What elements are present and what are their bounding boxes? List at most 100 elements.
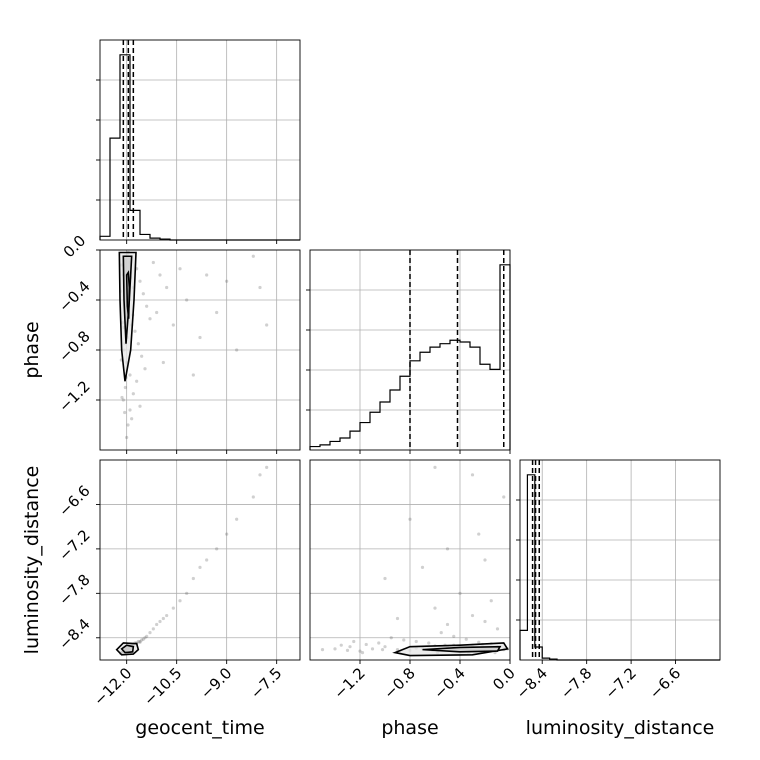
sample-point-phase-luminosity_distance-38 <box>395 616 400 621</box>
sample-point-geocent_time-phase-56 <box>128 408 132 412</box>
sample-point-phase-luminosity_distance-11 <box>383 645 387 649</box>
sample-point-geocent_time-phase-36 <box>155 310 159 315</box>
sample-point-geocent_time-phase-44 <box>198 335 202 340</box>
tick-label-y-luminosity_distance-3: −6.6 <box>55 482 93 520</box>
sample-point-phase-luminosity_distance-55 <box>380 648 385 652</box>
sample-point-geocent_time-luminosity_distance-42 <box>185 591 189 595</box>
sample-point-phase-luminosity_distance-15 <box>333 647 337 651</box>
sample-point-geocent_time-luminosity_distance-47 <box>225 532 229 536</box>
sample-point-geocent_time-luminosity_distance-41 <box>178 599 182 603</box>
sample-point-geocent_time-phase-20 <box>145 304 149 308</box>
sample-point-geocent_time-luminosity_distance-44 <box>198 565 202 570</box>
sample-point-geocent_time-luminosity_distance-46 <box>215 547 219 551</box>
sample-point-geocent_time-phase-22 <box>133 329 137 333</box>
sample-point-geocent_time-phase-25 <box>143 367 147 371</box>
sample-point-geocent_time-phase-50 <box>258 285 262 290</box>
sample-point-geocent_time-luminosity_distance-19 <box>141 637 145 641</box>
contour-geocent_time_phase-2 <box>125 270 131 319</box>
sample-point-phase-luminosity_distance-37 <box>483 619 487 624</box>
tick-label-x-geocent_time-0: −12.0 <box>90 664 135 709</box>
sample-point-geocent_time-phase-28 <box>138 404 142 408</box>
sample-point-phase-luminosity_distance-13 <box>358 649 362 653</box>
sample-point-geocent_time-phase-16 <box>125 435 129 440</box>
x-axis-label-luminosity_distance: luminosity_distance <box>526 717 715 739</box>
sample-point-phase-luminosity_distance-46 <box>445 547 450 551</box>
sample-point-geocent_time-luminosity_distance-48 <box>235 517 239 521</box>
sample-point-phase-luminosity_distance-23 <box>414 639 418 644</box>
sample-point-geocent_time-phase-40 <box>171 323 175 327</box>
sample-point-phase-luminosity_distance-19 <box>464 637 468 641</box>
sample-point-geocent_time-luminosity_distance-43 <box>191 576 195 581</box>
tick-label-x-phase-0: −1.2 <box>330 664 368 702</box>
sample-point-geocent_time-phase-11 <box>128 373 132 377</box>
sample-point-phase-luminosity_distance-26 <box>377 641 381 645</box>
scatter-phase-luminosity_distance <box>320 465 510 657</box>
y-axis-label-luminosity_distance: luminosity_distance <box>21 466 43 655</box>
sample-point-geocent_time-phase-13 <box>121 398 125 402</box>
sample-point-geocent_time-phase-35 <box>151 260 155 265</box>
panel-geocent_time-phase: −1.2 −0.8 −0.4 0.0 <box>55 232 301 454</box>
sample-point-geocent_time-phase-41 <box>178 267 182 271</box>
sample-point-geocent_time-phase-29 <box>130 417 134 421</box>
sample-point-geocent_time-phase-49 <box>251 254 255 258</box>
panel-geocent_time-geocent_time <box>96 39 301 244</box>
sample-point-geocent_time-luminosity_distance-36 <box>155 622 159 627</box>
sample-point-phase-luminosity_distance-43 <box>383 576 387 581</box>
histogram-phase <box>309 264 511 450</box>
sample-point-geocent_time-luminosity_distance-18 <box>138 640 142 644</box>
sample-point-geocent_time-phase-12 <box>123 385 127 390</box>
sample-point-geocent_time-phase-21 <box>148 317 152 321</box>
sample-point-phase-luminosity_distance-20 <box>452 634 456 638</box>
panel-luminosity_distance-luminosity_distance: −8.4 −7.8 −7.2 −6.6 <box>513 459 721 703</box>
scatter-geocent_time-luminosity_distance <box>115 465 269 656</box>
sample-point-geocent_time-phase-18 <box>138 279 142 283</box>
tick-label-y-phase-3: 0.0 <box>60 232 90 262</box>
panel-frame-phase-phase <box>309 249 511 451</box>
sample-point-geocent_time-phase-15 <box>126 423 130 427</box>
sample-point-phase-luminosity_distance-44 <box>420 565 425 570</box>
sample-point-phase-luminosity_distance-24 <box>402 638 406 642</box>
sample-point-geocent_time-phase-42 <box>185 298 189 302</box>
panel-frame-geocent_time-geocent_time <box>99 39 301 241</box>
sample-point-phase-luminosity_distance-48 <box>408 517 412 521</box>
sample-point-phase-luminosity_distance-28 <box>352 639 356 644</box>
tick-label-x-geocent_time-1: −10.5 <box>140 664 185 709</box>
sample-point-geocent_time-luminosity_distance-50 <box>258 473 262 477</box>
sample-point-geocent_time-phase-27 <box>131 392 135 396</box>
sample-point-phase-luminosity_distance-34 <box>360 650 365 655</box>
tick-label-y-phase-1: −0.8 <box>55 327 93 365</box>
sample-point-geocent_time-luminosity_distance-28 <box>138 639 142 644</box>
sample-point-phase-luminosity_distance-29 <box>339 643 343 647</box>
sample-point-phase-luminosity_distance-12 <box>370 647 375 651</box>
panel-frame-luminosity_distance-luminosity_distance <box>519 459 721 661</box>
contour-geocent_time_luminosity_distance-1 <box>120 644 135 654</box>
sample-point-phase-luminosity_distance-16 <box>320 648 325 652</box>
tick-label-y-phase-2: −0.4 <box>55 277 93 315</box>
tick-label-x-phase-1: −0.8 <box>380 664 418 702</box>
sample-point-geocent_time-luminosity_distance-37 <box>158 619 162 624</box>
y-axis-label-phase: phase <box>21 321 43 378</box>
sample-point-phase-luminosity_distance-27 <box>364 642 368 647</box>
panel-phase-phase <box>306 249 511 454</box>
sample-point-phase-luminosity_distance-25 <box>389 636 393 640</box>
sample-point-geocent_time-phase-14 <box>123 410 127 415</box>
sample-point-phase-luminosity_distance-56 <box>348 645 352 649</box>
panel-phase-luminosity_distance: −1.2 −0.8 −0.4 0.0 <box>309 459 519 703</box>
sample-point-phase-luminosity_distance-35 <box>495 627 500 631</box>
sample-point-geocent_time-luminosity_distance-25 <box>143 636 147 640</box>
sample-point-geocent_time-luminosity_distance-35 <box>151 627 155 631</box>
sample-point-geocent_time-phase-47 <box>225 279 229 283</box>
sample-point-geocent_time-phase-26 <box>135 379 139 383</box>
sample-point-geocent_time-phase-38 <box>161 360 165 365</box>
panel-geocent_time-luminosity_distance: −8.4 −7.8 −7.2 −6.6 −12.0 −10.5 −9.0 −7.5 <box>55 459 301 709</box>
sample-point-phase-luminosity_distance-45 <box>483 558 487 562</box>
sample-point-geocent_time-luminosity_distance-49 <box>251 495 255 499</box>
sample-point-phase-luminosity_distance-40 <box>433 606 437 610</box>
sample-point-geocent_time-luminosity_distance-38 <box>161 616 165 621</box>
sample-point-phase-luminosity_distance-39 <box>470 613 475 618</box>
tick-label-x-geocent_time-3: −7.5 <box>247 664 285 702</box>
sample-point-phase-luminosity_distance-18 <box>477 640 481 644</box>
sample-point-geocent_time-luminosity_distance-39 <box>165 613 169 618</box>
sample-point-geocent_time-luminosity_distance-51 <box>265 465 269 470</box>
scatter-geocent_time-phase <box>118 250 269 440</box>
